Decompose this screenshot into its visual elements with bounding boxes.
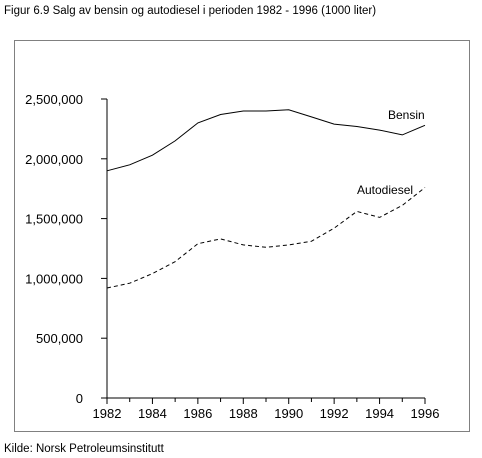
series-label-autodiesel: Autodiesel — [357, 183, 413, 197]
x-tick-label: 1988 — [229, 406, 258, 421]
x-tick-label: 1994 — [365, 406, 394, 421]
y-tick-label: 0 — [76, 391, 83, 406]
x-tick-label: 1984 — [138, 406, 167, 421]
y-axis-ticks: 0 500,000 1,000,000 1,500,000 2,000,000 2,500… — [25, 92, 107, 406]
y-tick-label: 2,000,000 — [25, 152, 83, 167]
chart-frame — [14, 40, 470, 432]
y-tick-label: 500,000 — [36, 331, 83, 346]
x-tick-label: 1982 — [93, 406, 122, 421]
series-label-bensin: Bensin — [388, 108, 425, 122]
x-tick-label: 1990 — [274, 406, 303, 421]
x-tick-label: 1986 — [183, 406, 212, 421]
x-axis-ticks: 1982 1984 1986 1988 1990 1992 1994 1996 — [93, 398, 440, 421]
y-tick-label: 2,500,000 — [25, 92, 83, 107]
series-line-bensin — [106, 109, 426, 172]
chart-title: Figur 6.9 Salg av bensin og autodiesel i… — [4, 5, 377, 17]
x-tick-label: 1996 — [411, 406, 440, 421]
chart-source: Kilde: Norsk Petroleumsinstitutt — [4, 443, 164, 455]
x-tick-label: 1992 — [320, 406, 349, 421]
series-lines — [106, 109, 426, 289]
series-line-autodiesel — [106, 187, 426, 289]
y-tick-label: 1,500,000 — [25, 212, 83, 227]
y-tick-label: 1,000,000 — [25, 271, 83, 286]
